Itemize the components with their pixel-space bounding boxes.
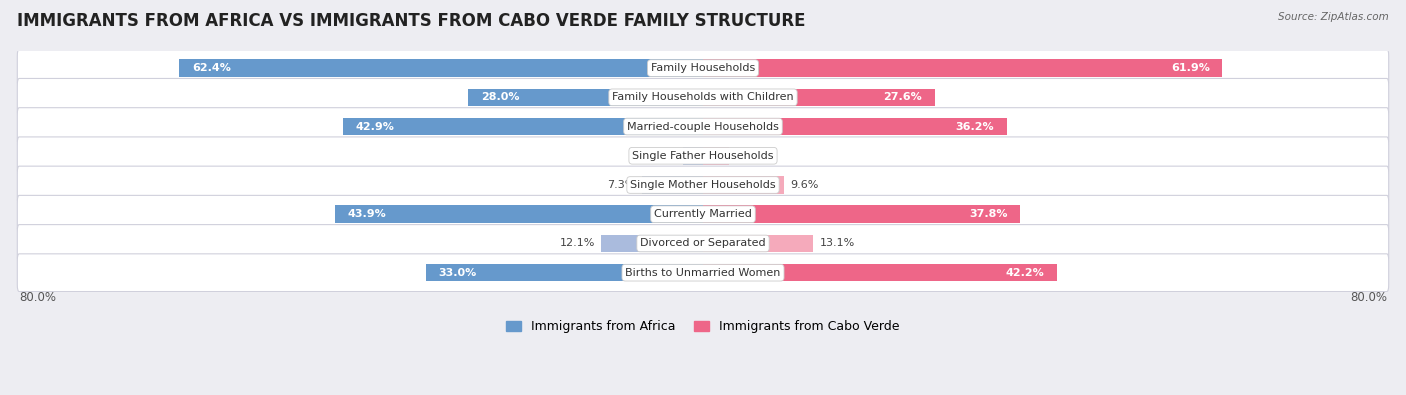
Bar — [180, 59, 703, 77]
Text: 42.2%: 42.2% — [1005, 268, 1045, 278]
FancyBboxPatch shape — [17, 254, 1389, 292]
Text: 12.1%: 12.1% — [560, 239, 595, 248]
Text: 33.0%: 33.0% — [439, 268, 477, 278]
FancyBboxPatch shape — [17, 108, 1389, 145]
Text: 42.9%: 42.9% — [356, 122, 395, 132]
Text: Single Father Households: Single Father Households — [633, 151, 773, 161]
Bar — [703, 59, 1222, 77]
FancyBboxPatch shape — [17, 137, 1389, 175]
Text: 37.8%: 37.8% — [969, 209, 1008, 219]
Text: 43.9%: 43.9% — [347, 209, 387, 219]
Bar — [703, 205, 1021, 223]
Text: Source: ZipAtlas.com: Source: ZipAtlas.com — [1278, 12, 1389, 22]
Legend: Immigrants from Africa, Immigrants from Cabo Verde: Immigrants from Africa, Immigrants from … — [501, 316, 905, 339]
Bar — [468, 88, 703, 106]
FancyBboxPatch shape — [17, 79, 1389, 116]
Text: 7.3%: 7.3% — [606, 180, 636, 190]
Bar — [683, 147, 703, 165]
Text: 36.2%: 36.2% — [956, 122, 994, 132]
Text: 2.4%: 2.4% — [648, 151, 676, 161]
Text: Family Households: Family Households — [651, 63, 755, 73]
Text: Family Households with Children: Family Households with Children — [612, 92, 794, 102]
Text: 80.0%: 80.0% — [20, 291, 56, 304]
Text: Divorced or Separated: Divorced or Separated — [640, 239, 766, 248]
Text: Married-couple Households: Married-couple Households — [627, 122, 779, 132]
Bar — [602, 235, 703, 252]
Bar — [426, 264, 703, 282]
Text: 9.6%: 9.6% — [790, 180, 818, 190]
Text: Single Mother Households: Single Mother Households — [630, 180, 776, 190]
Text: 27.6%: 27.6% — [883, 92, 922, 102]
FancyBboxPatch shape — [17, 225, 1389, 262]
Bar — [641, 176, 703, 194]
Text: 28.0%: 28.0% — [481, 92, 519, 102]
Text: 80.0%: 80.0% — [1350, 291, 1386, 304]
Bar — [343, 118, 703, 135]
Bar — [703, 176, 783, 194]
FancyBboxPatch shape — [17, 196, 1389, 233]
Bar — [335, 205, 703, 223]
Text: 3.1%: 3.1% — [735, 151, 763, 161]
Text: IMMIGRANTS FROM AFRICA VS IMMIGRANTS FROM CABO VERDE FAMILY STRUCTURE: IMMIGRANTS FROM AFRICA VS IMMIGRANTS FRO… — [17, 12, 806, 30]
Bar — [703, 88, 935, 106]
Bar — [703, 235, 813, 252]
Bar — [703, 118, 1007, 135]
Text: 61.9%: 61.9% — [1171, 63, 1209, 73]
FancyBboxPatch shape — [17, 166, 1389, 204]
Text: 62.4%: 62.4% — [193, 63, 231, 73]
FancyBboxPatch shape — [17, 49, 1389, 87]
Text: 13.1%: 13.1% — [820, 239, 855, 248]
Text: Currently Married: Currently Married — [654, 209, 752, 219]
Bar — [703, 264, 1057, 282]
Text: Births to Unmarried Women: Births to Unmarried Women — [626, 268, 780, 278]
Bar — [703, 147, 728, 165]
